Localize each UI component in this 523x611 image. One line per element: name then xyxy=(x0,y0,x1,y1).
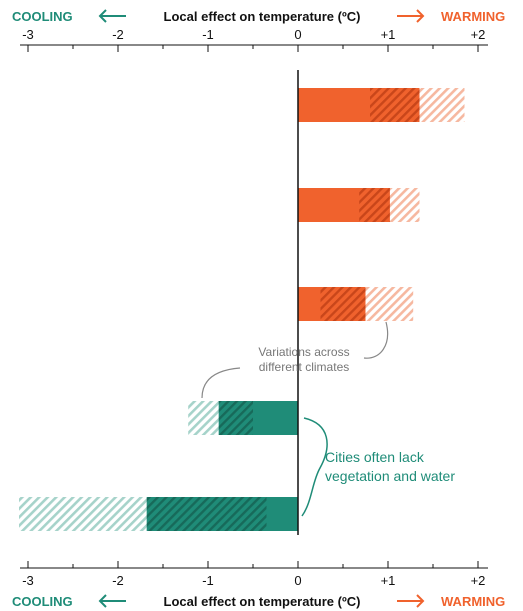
cities-annotation-line2: vegetation and water xyxy=(325,468,455,484)
warming-arrow-icon-top xyxy=(397,9,425,23)
warming-label-top: WARMING xyxy=(441,9,505,24)
bar-5 xyxy=(19,497,298,531)
bar-core-variation xyxy=(320,287,366,321)
cooling-arrow-icon-bottom xyxy=(98,594,126,608)
bar-core-variation xyxy=(218,401,253,435)
variations-annotation-line1: Variations across xyxy=(258,345,349,359)
bars-group xyxy=(19,88,465,531)
tick-label: -3 xyxy=(22,573,34,588)
bar-core-variation xyxy=(146,497,267,531)
tick-label: +2 xyxy=(471,27,486,42)
cooling-arrow-icon-top xyxy=(98,9,126,23)
variations-connector-left xyxy=(201,367,241,399)
bar-1 xyxy=(298,88,465,122)
cooling-label-top: COOLING xyxy=(12,9,73,24)
bar-core-variation xyxy=(359,188,390,222)
bar-core-variation xyxy=(370,88,420,122)
bar-2 xyxy=(298,188,420,222)
variations-annotation-line2: different climates xyxy=(259,360,350,374)
warming-arrow-icon-bottom xyxy=(397,594,425,608)
cooling-label-bottom: COOLING xyxy=(12,594,73,609)
top-axis: -3 -2 -1 0 +1 +2 xyxy=(20,27,488,52)
tick-label: 0 xyxy=(294,27,301,42)
tick-label: +1 xyxy=(381,573,396,588)
tick-label: 0 xyxy=(294,573,301,588)
bottom-axis: -3 -2 -1 0 +1 +2 xyxy=(20,561,488,588)
tick-label: -2 xyxy=(112,27,124,42)
tick-label: -3 xyxy=(22,27,34,42)
cities-connector xyxy=(301,417,328,517)
bar-3 xyxy=(298,287,414,321)
warming-label-bottom: WARMING xyxy=(441,594,505,609)
bar-4 xyxy=(188,401,298,435)
axis-title-top: Local effect on temperature (ºC) xyxy=(164,9,361,24)
axis-title-bottom: Local effect on temperature (ºC) xyxy=(164,594,361,609)
tick-label: -1 xyxy=(202,573,214,588)
cities-annotation-line1: Cities often lack xyxy=(325,449,425,465)
variations-connector xyxy=(363,321,389,359)
tick-label: -2 xyxy=(112,573,124,588)
tick-label: +2 xyxy=(471,573,486,588)
tick-label: -1 xyxy=(202,27,214,42)
tick-label: +1 xyxy=(381,27,396,42)
